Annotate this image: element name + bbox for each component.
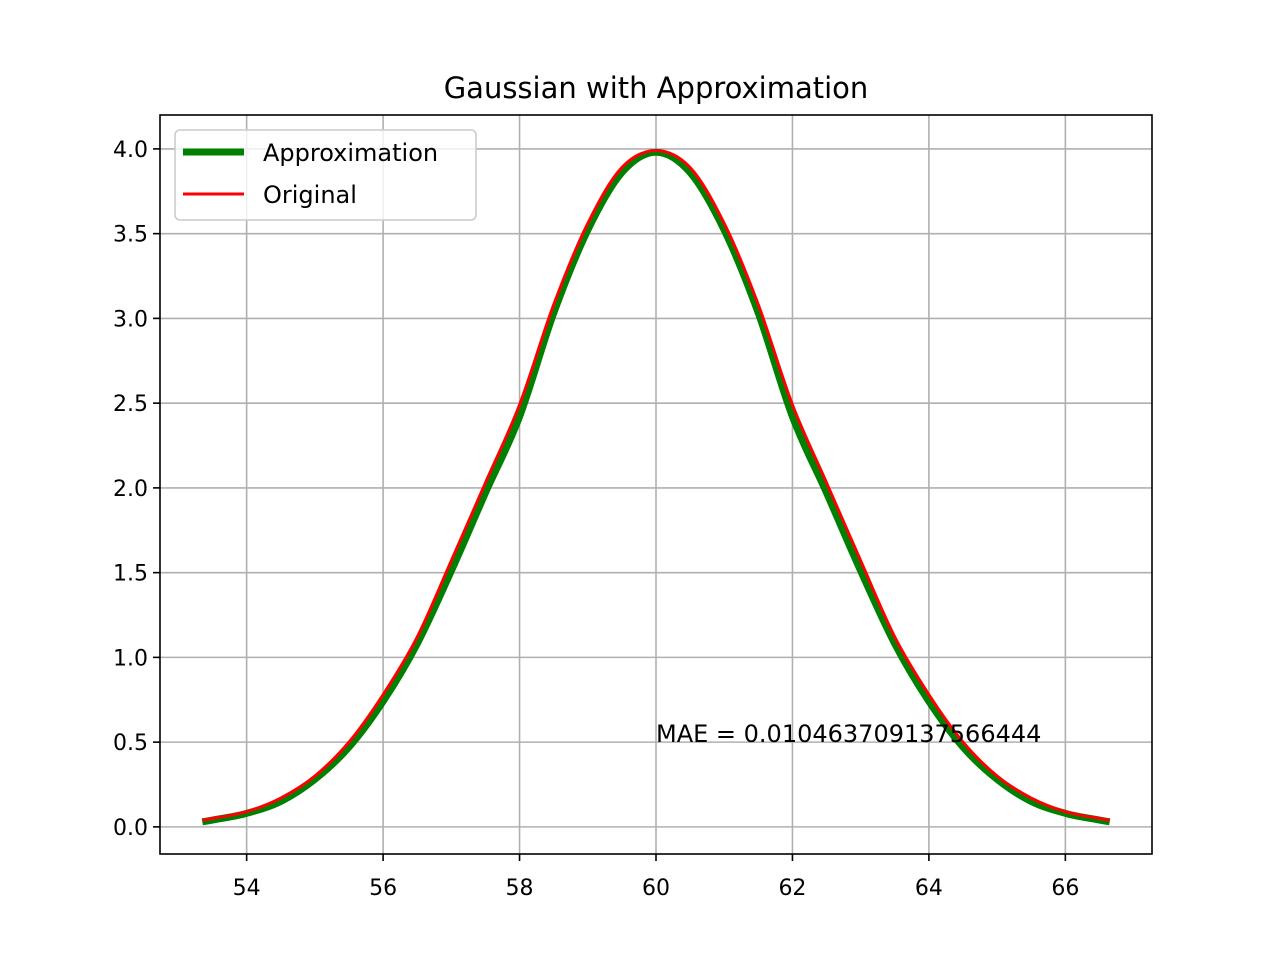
x-tick-label: 66 bbox=[1051, 876, 1079, 901]
y-tick-label: 2.0 bbox=[113, 477, 148, 502]
legend-label-approximation: Approximation bbox=[263, 139, 438, 167]
y-tick-label: 2.5 bbox=[113, 392, 148, 417]
annotations: MAE = 0.010463709137566444 bbox=[656, 720, 1041, 748]
y-tick-label: 1.0 bbox=[113, 646, 148, 671]
y-tick-label: 0.0 bbox=[113, 816, 148, 841]
x-tick-label: 54 bbox=[233, 876, 261, 901]
y-tick-label: 0.5 bbox=[113, 731, 148, 756]
series-line-original bbox=[202, 149, 1110, 822]
y-tick-label: 1.5 bbox=[113, 562, 148, 587]
legend-label-original: Original bbox=[263, 181, 357, 209]
chart-title: Gaussian with Approximation bbox=[444, 71, 869, 105]
x-tick-label: 56 bbox=[369, 876, 397, 901]
series-line-approximation bbox=[201, 148, 1111, 826]
plot-series bbox=[201, 148, 1111, 826]
y-axis: 0.0 0.5 1.0 1.5 2.0 2.5 3.0 3.5 4.0 bbox=[113, 138, 160, 841]
y-tick-label: 3.0 bbox=[113, 307, 148, 332]
grid-lines bbox=[160, 115, 1152, 854]
legend-frame bbox=[174, 129, 477, 221]
x-tick-label: 64 bbox=[915, 876, 943, 901]
mae-annotation: MAE = 0.010463709137566444 bbox=[656, 720, 1041, 748]
x-tick-label: 58 bbox=[506, 876, 534, 901]
y-tick-label: 4.0 bbox=[113, 138, 148, 163]
y-tick-label: 3.5 bbox=[113, 223, 148, 248]
x-axis: 54 56 58 60 62 64 66 bbox=[233, 854, 1079, 901]
legend: Approximation Original bbox=[174, 129, 477, 221]
x-tick-label: 60 bbox=[642, 876, 670, 901]
x-tick-label: 62 bbox=[778, 876, 806, 901]
